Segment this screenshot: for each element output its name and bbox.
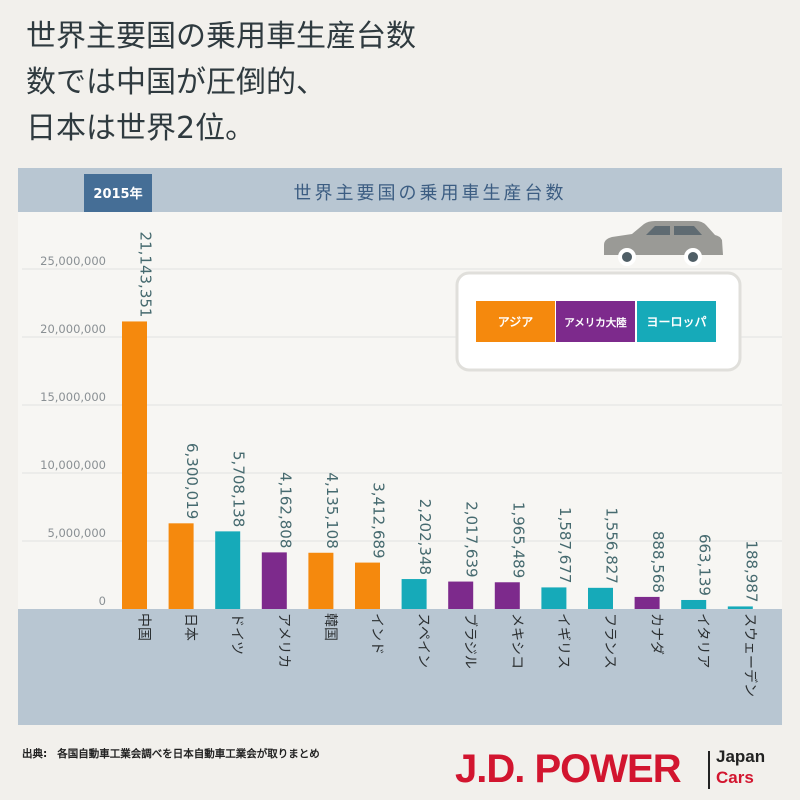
- bar: [727, 606, 753, 609]
- bar: [355, 562, 380, 609]
- category-label: 韓国: [322, 613, 338, 641]
- y-tick-label: 25,000,000: [40, 254, 106, 268]
- bar-chart: 2015年 世界主要国の乗用車生産台数 0 5,000,000 10,000,000…: [18, 168, 782, 725]
- bar-value-label: 4,135,108: [323, 472, 341, 548]
- year-badge: [84, 174, 152, 212]
- category-label: ブラジル: [462, 613, 479, 669]
- bar: [448, 581, 474, 609]
- bar: [588, 587, 613, 609]
- source-note: 出典: 各国自動車工業会調べを日本自動車工業会が取りまとめ: [22, 746, 320, 761]
- chart-bottom-band: [18, 609, 782, 725]
- bar: [308, 552, 334, 609]
- bar-value-label: 2,017,639: [463, 501, 481, 577]
- bar-value-label: 888,568: [649, 531, 667, 593]
- category-label: スウェーデン: [741, 613, 758, 697]
- category-label: 中国: [136, 613, 152, 641]
- bar-value-label: 4,162,808: [276, 472, 294, 548]
- brand-logo: J.D. POWER Japan Cars: [455, 745, 795, 795]
- y-tick-label: 15,000,000: [40, 390, 106, 404]
- bar: [168, 523, 194, 609]
- bar-value-label: 1,587,677: [556, 507, 574, 583]
- headline-line-2: 数では中国が圧倒的、: [26, 65, 326, 100]
- bar: [261, 552, 287, 609]
- bar-value-label: 188,987: [742, 540, 760, 602]
- headline-line-3: 日本は世界2位。: [26, 111, 256, 146]
- legend-label: アジア: [498, 315, 534, 329]
- category-label: イギリス: [555, 613, 571, 669]
- category-label: カナダ: [648, 613, 664, 655]
- legend-label: ヨーロッパ: [646, 315, 706, 329]
- bar-value-label: 3,412,689: [370, 482, 388, 558]
- legend-swatch: [556, 301, 635, 342]
- brand-logo-sub-2: Cars: [716, 768, 754, 787]
- source-text: 各国自動車工業会調べを日本自動車工業会が取りまとめ: [57, 748, 320, 760]
- category-label: スペイン: [415, 613, 431, 668]
- legend-swatch: [476, 301, 555, 342]
- bar-value-label: 1,556,827: [603, 507, 621, 583]
- brand-logo-main: J.D. POWER: [455, 747, 682, 791]
- bar-value-label: 663,139: [696, 534, 714, 596]
- bar-value-label: 21,143,351: [137, 232, 155, 318]
- bar-value-label: 1,965,489: [509, 502, 527, 578]
- category-label: アメリカ: [275, 613, 291, 668]
- y-tick-label: 5,000,000: [47, 526, 106, 540]
- brand-separator: [708, 751, 710, 789]
- category-label: イタリア: [695, 613, 711, 668]
- legend: アジア アメリカ大陸 ヨーロッパ: [455, 271, 742, 372]
- headline-line-1: 世界主要国の乗用車生産台数: [26, 19, 416, 54]
- headline: 世界主要国の乗用車生産台数 数では中国が圧倒的、 日本は世界2位。: [26, 14, 726, 152]
- bar-value-label: 2,202,348: [416, 499, 434, 575]
- category-label: メキシコ: [508, 613, 524, 669]
- category-label: インド: [369, 613, 385, 655]
- bar: [122, 321, 147, 609]
- bar: [401, 579, 427, 609]
- chart-title: 世界主要国の乗用車生産台数: [294, 183, 567, 204]
- category-label: ドイツ: [229, 613, 245, 655]
- bar: [541, 587, 567, 609]
- source-label: 出典:: [22, 748, 48, 760]
- bar: [494, 582, 520, 609]
- bar: [215, 531, 241, 609]
- brand-logo-sub-1: Japan: [716, 747, 766, 766]
- category-label: フランス: [602, 613, 618, 669]
- bar-value-label: 6,300,019: [183, 443, 201, 519]
- legend-swatch: [637, 301, 716, 342]
- y-tick-label: 20,000,000: [40, 322, 106, 336]
- category-label: 日本: [182, 613, 198, 641]
- year-badge-label: 2015年: [93, 186, 142, 202]
- bar-value-label: 5,708,138: [230, 451, 248, 527]
- legend-label: アメリカ大陸: [564, 316, 627, 329]
- bar: [634, 596, 660, 609]
- car-icon: [604, 221, 723, 266]
- bar: [681, 599, 707, 609]
- y-tick-label: 0: [99, 594, 106, 608]
- y-tick-label: 10,000,000: [40, 458, 106, 472]
